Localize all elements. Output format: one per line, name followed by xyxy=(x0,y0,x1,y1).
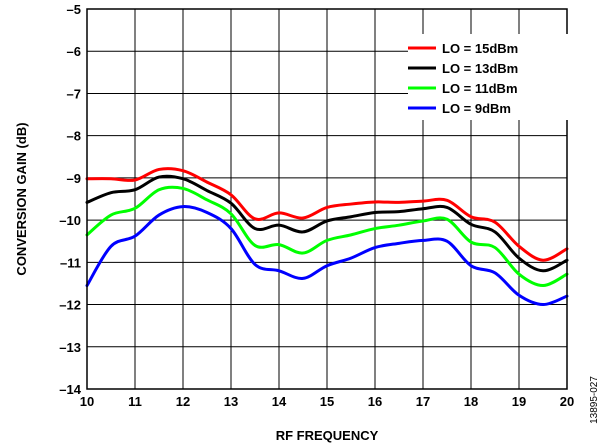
y-tick-label: –14 xyxy=(59,382,81,397)
legend-label: LO = 13dBm xyxy=(442,61,518,76)
y-tick-label: –5 xyxy=(67,2,81,17)
x-tick-label: 13 xyxy=(224,394,238,409)
y-axis-title: CONVERSION GAIN (dB) xyxy=(14,122,29,275)
y-tick-label: –6 xyxy=(67,44,81,59)
series-line-3 xyxy=(85,205,569,307)
plot-frame xyxy=(86,8,568,390)
series-line-1 xyxy=(85,174,569,273)
x-tick-label: 18 xyxy=(464,394,478,409)
legend-label: LO = 11dBm xyxy=(442,81,518,96)
series-line-2 xyxy=(85,185,569,288)
legend: LO = 15dBm LO = 13dBm LO = 11dBm LO = 9dBm xyxy=(408,34,568,120)
y-tick-label: –9 xyxy=(67,171,81,186)
x-axis-title: RF FREQUENCY xyxy=(276,428,379,443)
y-tick-label: –7 xyxy=(67,86,81,101)
y-tick-label: –10 xyxy=(59,213,81,228)
x-tick-label: 15 xyxy=(320,394,334,409)
y-tick-labels: –14 –13 –12 –11 –10 –9 –8 –7 –6 –5 xyxy=(59,2,81,397)
x-tick-labels: 10 11 12 13 14 15 16 17 18 19 20 xyxy=(80,394,574,409)
x-tick-label: 11 xyxy=(128,394,142,409)
series-lines xyxy=(85,167,569,307)
y-tick-label: –11 xyxy=(60,255,81,270)
series-line-0 xyxy=(85,167,569,262)
x-tick-label: 14 xyxy=(272,394,287,409)
y-tick-label: –8 xyxy=(67,129,81,144)
x-tick-label: 17 xyxy=(416,394,430,409)
x-tick-label: 12 xyxy=(176,394,190,409)
x-tick-label: 16 xyxy=(368,394,382,409)
legend-label: LO = 15dBm xyxy=(442,41,518,56)
figure-id: 13895-027 xyxy=(589,376,600,424)
x-tick-label: 20 xyxy=(560,394,574,409)
x-tick-label: 10 xyxy=(80,394,94,409)
legend-label: LO = 9dBm xyxy=(442,101,511,116)
y-tick-label: –13 xyxy=(59,340,81,355)
x-tick-label: 19 xyxy=(512,394,526,409)
y-tick-label: –12 xyxy=(59,298,81,313)
